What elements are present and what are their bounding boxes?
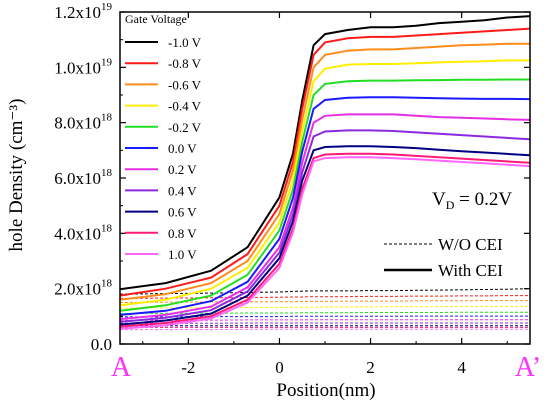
vd-subscript: D (446, 198, 455, 212)
series-layer (119, 15, 531, 331)
y-tick-label: 0.0 (91, 335, 112, 354)
legend-entry-label: 0.0 V (168, 141, 197, 156)
series-with-cei-neg0p4V (119, 59, 530, 307)
end-label-right: A’ (515, 352, 541, 383)
legend-entry-label: 0.4 V (168, 183, 197, 198)
y-tick-label: 2.0x1018 (54, 278, 112, 299)
series-wo-cei-neg0p4V (119, 305, 531, 309)
legend-title: Gate Voltage (125, 12, 187, 26)
legend-entry-label: 0.2 V (168, 162, 197, 177)
legend-entry-label: 0.8 V (168, 226, 197, 241)
series-with-cei-neg1p0V (119, 15, 531, 291)
series-wo-cei-0p0V (120, 315, 530, 318)
legend-entry-label: -0.4 V (168, 99, 202, 114)
y-tick-label: 1.0x1019 (54, 56, 112, 77)
series-with-cei-neg0p6V (119, 42, 530, 301)
with-cei-legend-label: With CEI (438, 261, 503, 280)
x-tick-label: 0 (275, 358, 284, 377)
series-with-cei-0p8V (119, 152, 531, 328)
series-with-cei-0p2V (119, 113, 531, 321)
series-wo-cei-neg1p0V (119, 288, 531, 295)
y-tick-label: 6.0x1018 (54, 167, 112, 188)
y-tick-label: 1.2x1019 (54, 1, 112, 22)
series-wo-cei-0p2V (120, 319, 530, 321)
y-tick-label: 8.0x1018 (54, 112, 112, 133)
series-with-cei-1p0V (119, 156, 531, 330)
vd-annotation: VD = 0.2V (432, 189, 512, 212)
legend-entry-label: -0.8 V (168, 56, 202, 71)
series-with-cei-0p4V (119, 129, 531, 323)
series-wo-cei-neg0p2V (119, 311, 530, 315)
gate-voltage-legend: -1.0 V -0.8 V -0.6 V -0.4 V -0.2 V 0.0 V 0.2 V… (125, 35, 202, 262)
legend-entry-label: 0.6 V (168, 205, 197, 220)
ticks-layer: -2 0 2 4 0.0 2.0x1018 4.0x1018 6.0x1018 8.0x1018… (54, 1, 530, 377)
series-with-cei-neg0p2V (119, 78, 530, 312)
vd-prefix: V (432, 189, 446, 210)
legend-entry-label: -0.6 V (168, 77, 202, 92)
wo-cei-legend-label: W/O CEI (438, 235, 503, 254)
y-axis-label: hole Density (cm⁻³) (6, 99, 27, 252)
end-label-left: A (111, 352, 132, 383)
series-with-cei-neg0p8V (119, 27, 531, 297)
legend-entry-label: -1.0 V (168, 35, 202, 50)
series-with-cei-0p6V (119, 145, 531, 326)
legend-entry-label: -0.2 V (168, 120, 202, 135)
vd-suffix: = 0.2V (454, 189, 512, 210)
x-tick-label: 2 (366, 358, 375, 377)
legend-entry-label: 1.0 V (168, 247, 197, 262)
x-axis-label: Position(nm) (276, 380, 375, 401)
y-tick-label: 4.0x1018 (54, 222, 112, 243)
series-with-cei-0p0V (119, 96, 531, 316)
x-tick-label: 4 (457, 358, 466, 377)
x-tick-label: -2 (181, 358, 195, 377)
